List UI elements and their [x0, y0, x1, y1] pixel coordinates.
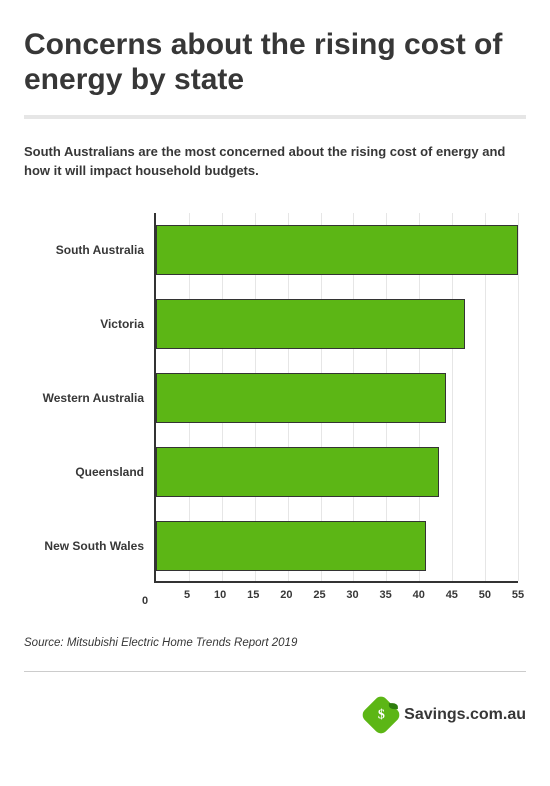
source-text: Source: Mitsubishi Electric Home Trends … — [24, 637, 526, 649]
x-tick-0: 0 — [142, 595, 148, 607]
x-tick: 10 — [214, 589, 226, 601]
x-tick: 35 — [380, 589, 392, 601]
x-tick: 20 — [280, 589, 292, 601]
x-tick: 55 — [512, 589, 524, 601]
y-label: New South Wales — [24, 539, 144, 553]
brand-text: Savings.com.au — [404, 706, 526, 724]
divider-thick — [24, 115, 526, 119]
y-label: Western Australia — [24, 391, 144, 405]
gridline — [518, 213, 519, 581]
x-tick: 45 — [446, 589, 458, 601]
logo-letter: $ — [378, 707, 385, 723]
subtitle: South Australians are the most concerned… — [24, 143, 526, 181]
y-label: Queensland — [24, 465, 144, 479]
leaf-icon — [389, 703, 398, 709]
x-tick: 40 — [413, 589, 425, 601]
bar — [156, 521, 426, 571]
x-axis: 510152025303540455055 — [154, 583, 518, 613]
chart-plot — [154, 213, 518, 583]
x-tick: 15 — [247, 589, 259, 601]
bar — [156, 225, 518, 275]
page-title: Concerns about the rising cost of energy… — [24, 28, 526, 97]
x-tick: 25 — [313, 589, 325, 601]
logo-badge: $ — [360, 693, 402, 735]
bar — [156, 299, 465, 349]
bar — [156, 447, 439, 497]
y-label: Victoria — [24, 317, 144, 331]
divider-thin — [24, 671, 526, 672]
x-tick: 30 — [346, 589, 358, 601]
bar-chart: 0 5 10 15 20 25 30 35 40 45 50 55 South Australia V… — [24, 213, 526, 613]
bar — [156, 373, 446, 423]
y-label: South Australia — [24, 243, 144, 257]
footer: $ Savings.com.au — [24, 700, 526, 730]
chart-container: Concerns about the rising cost of energy… — [0, 0, 550, 750]
x-tick: 5 — [184, 589, 190, 601]
x-tick: 50 — [479, 589, 491, 601]
